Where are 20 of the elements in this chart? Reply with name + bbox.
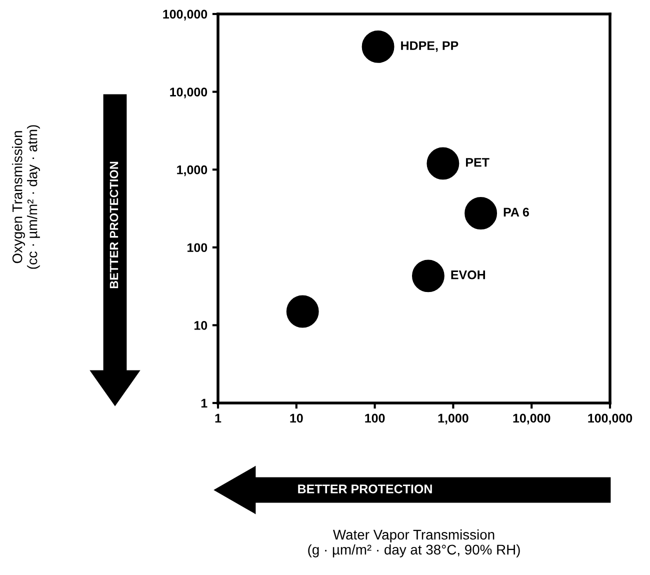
x-tick-label: 10 [290,414,303,423]
text: Water Vapor Transmission (g · µm/m² · day at 38°C, 90% RH) [308,529,520,558]
x-tick-label: 1 [215,414,222,422]
x-tick-label: 100 [365,414,385,423]
annotation: PET [466,158,490,167]
annotation: PA 6 [504,208,529,217]
y-tick-label: 1,000 [177,165,208,176]
y-tick-label: 100,000 [163,10,208,20]
x-tick-label: 100,000 [588,414,632,424]
y-tick-label: 1 [201,398,208,408]
x-tick-label: 1,000 [438,414,468,424]
text: BETTER PROTECTION [110,162,118,288]
text: BETTER PROTECTION [298,484,432,494]
annotation: EVOH [451,270,486,280]
y-tick-label: 100 [188,243,208,252]
y-tick-label: 10 [194,321,208,330]
text: Oxygen Transmission (cc · µm/m² · day · atm) [12,125,40,269]
x-tick-label: 10,000 [513,414,550,424]
y-tick-label: 10,000 [170,88,208,98]
annotation: HDPE, PP [401,41,458,52]
